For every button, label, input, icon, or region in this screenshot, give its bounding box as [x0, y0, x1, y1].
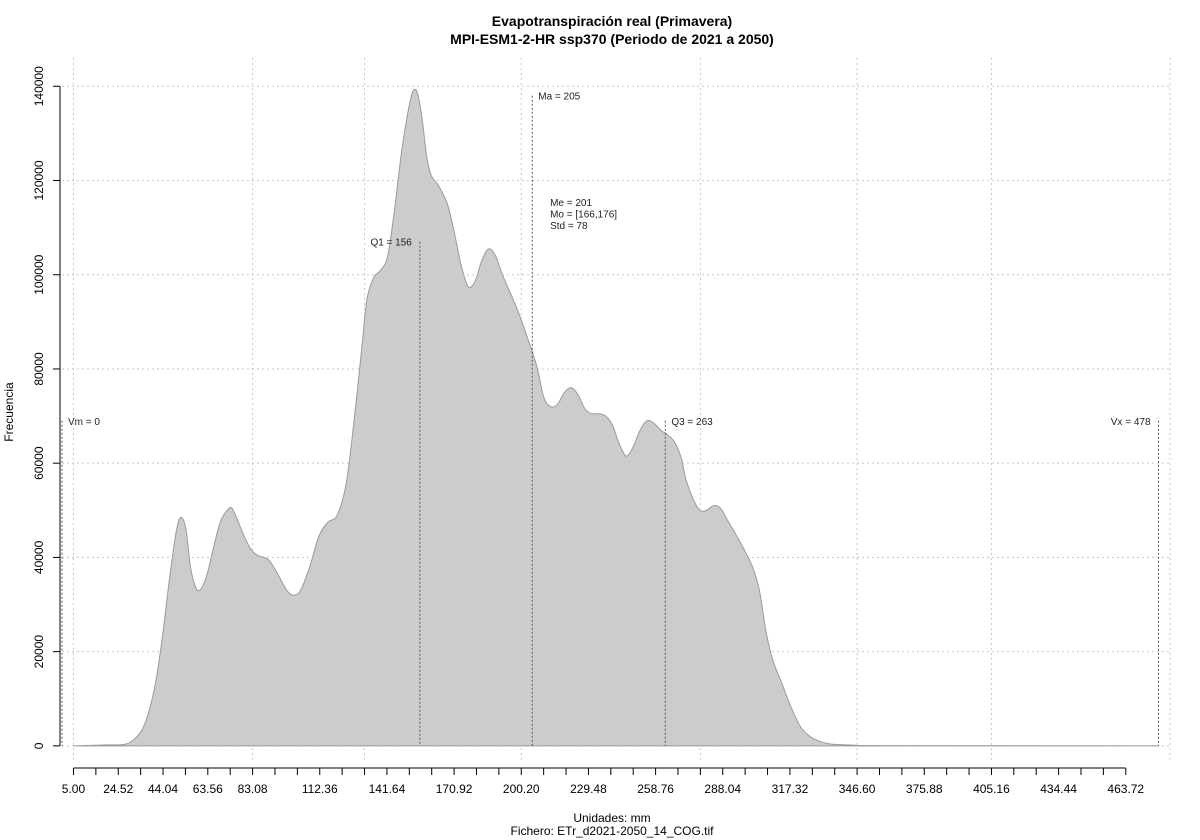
stat-label: Ma = 205: [538, 92, 580, 103]
stat-label: Q1 = 156: [370, 238, 412, 249]
y-tick-label: 80000: [32, 352, 46, 386]
x-tick-label: 463.72: [1107, 782, 1144, 796]
stats-label: Me = 201: [550, 198, 592, 209]
x-tick-label: 229.48: [570, 782, 607, 796]
x-tick-label: 405.16: [973, 782, 1010, 796]
y-tick-label: 40000: [32, 540, 46, 574]
x-tick-label: 141.64: [369, 782, 406, 796]
density-area: [73, 88, 1159, 747]
stat-label: Vm = 0: [68, 417, 100, 428]
y-axis-label: Frecuencia: [2, 382, 16, 442]
x-tick-label: 24.52: [103, 782, 133, 796]
x-tick-label: 288.04: [704, 782, 741, 796]
stats-label: Mo = [166,176]: [550, 210, 617, 221]
x-tick-label: 317.32: [772, 782, 809, 796]
x-tick-label: 375.88: [906, 782, 943, 796]
chart-title: Evapotranspiración real (Primavera): [492, 13, 732, 29]
x-tick-label: 112.36: [302, 782, 338, 796]
y-tick-label: 20000: [32, 635, 46, 669]
axes: 5.00 24.52 44.04 63.56 83.08 112.36 141.64 170.…: [32, 66, 1144, 796]
y-tick-label: 60000: [32, 446, 46, 480]
x-tick-label: 346.60: [839, 782, 876, 796]
y-tick-label: 140000: [32, 66, 46, 106]
density-fill: [73, 88, 1159, 747]
x-tick-label: 200.20: [503, 782, 540, 796]
stat-label: Q3 = 263: [671, 417, 713, 428]
x-tick-label: 258.76: [637, 782, 674, 796]
y-tick-label: 120000: [32, 160, 46, 200]
y-tick-label: 100000: [32, 254, 46, 294]
file-caption: Fichero: ETr_d2021-2050_14_COG.tif: [511, 824, 715, 838]
x-tick-label: 63.56: [193, 782, 223, 796]
x-tick-label: 44.04: [148, 782, 178, 796]
y-tick-label: 0: [32, 742, 46, 749]
x-tick-label: 170.92: [436, 782, 473, 796]
stats-label: Std = 78: [550, 221, 588, 232]
stat-label: Vx = 478: [1111, 417, 1151, 428]
x-tick-label: 83.08: [238, 782, 268, 796]
x-axis-label: Unidades: mm: [573, 811, 650, 825]
x-tick-label: 5.00: [62, 782, 86, 796]
statistic-lines: Vm = 0 Q1 = 156 Ma = 205 Q3 = 263 Vx = 478 Me…: [61, 92, 1160, 746]
chart-subtitle: MPI-ESM1-2-HR ssp370 (Periodo de 2021 a …: [450, 31, 774, 47]
x-tick-label: 434.44: [1040, 782, 1077, 796]
